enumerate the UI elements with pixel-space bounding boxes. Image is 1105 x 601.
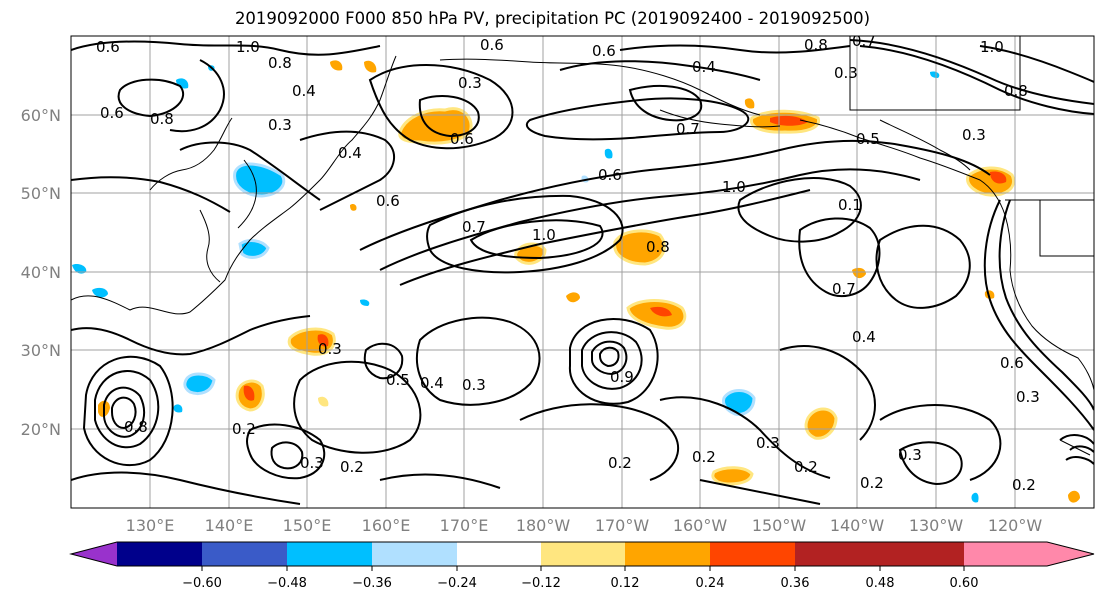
- colorbar-segment: [202, 542, 287, 566]
- contour-label: 0.3: [462, 376, 486, 394]
- colorbar-tick-label: 0.60: [950, 576, 979, 591]
- contour-label: 0.4: [852, 328, 876, 346]
- lon-tick-label: 140°E: [205, 516, 254, 535]
- contour-label: 0.8: [646, 238, 670, 256]
- lon-tick-label: 160°E: [362, 516, 411, 535]
- contour-label: 0.4: [420, 374, 444, 392]
- contour-label-group: 0.6 1.0 0.8 0.6 0.6 0.8 0.7 1.0 0.8 0.3 …: [96, 32, 1040, 494]
- colorbar-tick-label: −0.48: [267, 576, 307, 591]
- contour-label: 0.3: [458, 74, 482, 92]
- contour-label: 0.6: [480, 36, 504, 54]
- contour-label: 1.0: [532, 226, 556, 244]
- contour-label: 0.6: [450, 130, 474, 148]
- lat-tick-label: 60°N: [21, 106, 61, 125]
- coastlines: [71, 36, 1094, 456]
- contour-label: 0.8: [268, 54, 292, 72]
- colorbar-segment: [541, 542, 625, 566]
- contour-label: 0.8: [1004, 82, 1028, 100]
- colorbar-segment: [795, 542, 880, 566]
- contour-label: 0.6: [592, 42, 616, 60]
- colorbar-segment: [287, 542, 372, 566]
- colorbar-segment: [457, 542, 541, 566]
- contour-label: 0.8: [124, 418, 148, 436]
- lon-tick-label: 150°W: [752, 516, 807, 535]
- colorbar-tick-label: 0.12: [611, 576, 640, 591]
- contour-label: 0.7: [852, 32, 876, 50]
- contour-label: 0.8: [150, 110, 174, 128]
- contour-label: 0.2: [860, 474, 884, 492]
- contour-label: 0.4: [338, 144, 362, 162]
- contour-label: 1.0: [980, 38, 1004, 56]
- colorbar-tick-label: 0.24: [696, 576, 725, 591]
- lon-tick-label: 120°W: [988, 516, 1043, 535]
- contour-label: 0.7: [832, 280, 856, 298]
- lon-tick-label: 160°W: [673, 516, 728, 535]
- contour-label: 1.0: [722, 178, 746, 196]
- lon-tick-label: 150°E: [283, 516, 332, 535]
- colorbar: −0.60 −0.48 −0.36 −0.24 −0.12 0.12 0.24 …: [69, 541, 1095, 591]
- contour-label: 0.3: [898, 446, 922, 464]
- lon-tick-label: 140°W: [830, 516, 885, 535]
- lat-tick-label: 30°N: [21, 341, 61, 360]
- contour-label: 0.3: [318, 340, 342, 358]
- colorbar-tick-label: −0.24: [437, 576, 477, 591]
- colorbar-tick-label: −0.60: [182, 576, 222, 591]
- lon-tick-label: 170°W: [595, 516, 650, 535]
- contour-label: 0.7: [462, 218, 486, 236]
- lon-tick-label: 180°W: [516, 516, 571, 535]
- contour-label: 0.8: [804, 36, 828, 54]
- contour-label: 0.6: [96, 38, 120, 56]
- contour-label: 0.3: [962, 126, 986, 144]
- colorbar-extend-low: [71, 542, 117, 566]
- contour-label: 0.6: [598, 166, 622, 184]
- contour-label: 0.3: [1016, 388, 1040, 406]
- colorbar-tick-label: −0.36: [352, 576, 392, 591]
- contour-label: 0.4: [292, 82, 316, 100]
- contour-label: 0.5: [386, 371, 410, 389]
- colorbar-segment: [372, 542, 457, 566]
- colorbar-segment: [710, 542, 795, 566]
- lon-tick-label: 130°E: [126, 516, 175, 535]
- lon-axis: 130°E 140°E 150°E 160°E 170°E 180°W 170°…: [126, 516, 1043, 535]
- contour-label: 0.2: [232, 420, 256, 438]
- plot-border: [70, 35, 1095, 509]
- contour-label: 0.6: [100, 104, 124, 122]
- contour-label: 0.4: [692, 58, 716, 76]
- contour-label: 0.3: [268, 116, 292, 134]
- contour-label: 0.2: [1012, 476, 1036, 494]
- pv-contours: [71, 39, 1094, 505]
- colorbar-outline: [69, 541, 1095, 567]
- contour-label: 1.0: [236, 38, 260, 56]
- colorbar-tick-label: −0.12: [521, 576, 561, 591]
- contour-label: 0.7: [676, 120, 700, 138]
- lon-tick-label: 130°W: [909, 516, 964, 535]
- contour-label: 0.6: [376, 192, 400, 210]
- contour-label: 0.3: [756, 434, 780, 452]
- contour-label: 0.6: [1000, 354, 1024, 372]
- colorbar-segment: [880, 542, 964, 566]
- lat-tick-label: 20°N: [21, 420, 61, 439]
- contour-label: 0.2: [340, 458, 364, 476]
- colorbar-segment: [625, 542, 710, 566]
- chart-title: 2019092000 F000 850 hPa PV, precipitatio…: [234, 9, 871, 28]
- contour-label: 0.2: [794, 458, 818, 476]
- contour-label: 0.3: [834, 64, 858, 82]
- contour-label: 0.3: [300, 454, 324, 472]
- contour-label: 0.1: [838, 196, 862, 214]
- lon-tick-label: 170°E: [440, 516, 489, 535]
- colorbar-tick-label: 0.48: [866, 576, 895, 591]
- contour-label: 0.2: [608, 454, 632, 472]
- gridlines: [71, 36, 1094, 508]
- lat-tick-label: 40°N: [21, 263, 61, 282]
- colorbar-extend-high: [964, 542, 1094, 566]
- contour-label: 0.2: [692, 448, 716, 466]
- colorbar-tick-label: 0.36: [781, 576, 810, 591]
- colorbar-segment: [117, 542, 202, 566]
- contour-label: 0.5: [856, 130, 880, 148]
- contour-label: 0.9: [610, 368, 634, 386]
- lat-tick-label: 50°N: [21, 184, 61, 203]
- lat-axis: 60°N 50°N 40°N 30°N 20°N: [21, 106, 61, 439]
